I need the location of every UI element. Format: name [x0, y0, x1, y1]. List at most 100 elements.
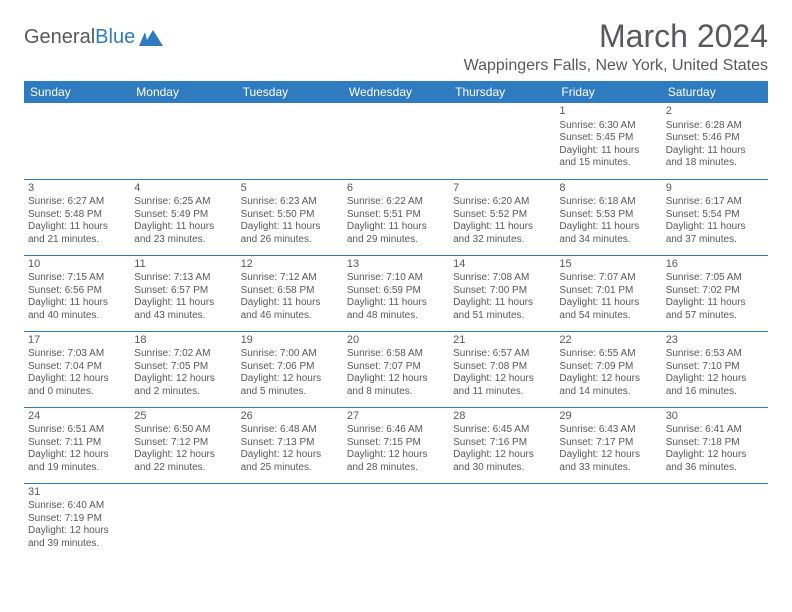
- day-detail: Sunrise: 6:55 AM: [559, 348, 657, 361]
- day-detail: Daylight: 12 hours: [241, 449, 339, 462]
- day-detail: Daylight: 12 hours: [453, 373, 551, 386]
- day-number: 20: [347, 334, 445, 348]
- day-detail: Daylight: 11 hours: [453, 221, 551, 234]
- calendar-header-cell: Monday: [130, 81, 236, 103]
- day-detail: Sunset: 7:10 PM: [666, 361, 764, 374]
- day-detail: and 21 minutes.: [28, 234, 126, 247]
- calendar-day-cell: 6Sunrise: 6:22 AMSunset: 5:51 PMDaylight…: [343, 179, 449, 255]
- title-block: March 2024 Wappingers Falls, New York, U…: [464, 18, 768, 75]
- day-detail: Sunset: 7:12 PM: [134, 437, 232, 450]
- day-detail: Sunrise: 7:05 AM: [666, 272, 764, 285]
- day-detail: and 57 minutes.: [666, 310, 764, 323]
- day-detail: and 29 minutes.: [347, 234, 445, 247]
- day-detail: and 15 minutes.: [559, 157, 657, 170]
- calendar-day-cell: 26Sunrise: 6:48 AMSunset: 7:13 PMDayligh…: [237, 407, 343, 483]
- day-detail: and 32 minutes.: [453, 234, 551, 247]
- day-number: 18: [134, 334, 232, 348]
- calendar-day-cell: 16Sunrise: 7:05 AMSunset: 7:02 PMDayligh…: [662, 255, 768, 331]
- day-detail: Sunrise: 6:45 AM: [453, 424, 551, 437]
- day-detail: Sunrise: 6:58 AM: [347, 348, 445, 361]
- day-detail: and 36 minutes.: [666, 462, 764, 475]
- day-detail: and 2 minutes.: [134, 386, 232, 399]
- day-detail: and 19 minutes.: [28, 462, 126, 475]
- day-detail: and 11 minutes.: [453, 386, 551, 399]
- day-detail: Sunrise: 6:51 AM: [28, 424, 126, 437]
- calendar-week-row: 17Sunrise: 7:03 AMSunset: 7:04 PMDayligh…: [24, 331, 768, 407]
- day-number: 5: [241, 182, 339, 196]
- calendar-header-cell: Thursday: [449, 81, 555, 103]
- calendar-day-cell: 20Sunrise: 6:58 AMSunset: 7:07 PMDayligh…: [343, 331, 449, 407]
- day-number: 23: [666, 334, 764, 348]
- day-number: 28: [453, 410, 551, 424]
- calendar-day-cell: 9Sunrise: 6:17 AMSunset: 5:54 PMDaylight…: [662, 179, 768, 255]
- day-detail: Sunrise: 6:53 AM: [666, 348, 764, 361]
- day-detail: Sunrise: 7:15 AM: [28, 272, 126, 285]
- calendar-day-cell: 1Sunrise: 6:30 AMSunset: 5:45 PMDaylight…: [555, 103, 661, 179]
- day-detail: and 39 minutes.: [28, 538, 126, 551]
- calendar-header-cell: Sunday: [24, 81, 130, 103]
- day-detail: Sunrise: 6:41 AM: [666, 424, 764, 437]
- calendar-day-cell: [237, 103, 343, 179]
- day-detail: and 43 minutes.: [134, 310, 232, 323]
- day-detail: and 14 minutes.: [559, 386, 657, 399]
- day-detail: Sunrise: 6:27 AM: [28, 196, 126, 209]
- day-detail: Sunset: 5:50 PM: [241, 209, 339, 222]
- day-detail: Sunset: 7:17 PM: [559, 437, 657, 450]
- day-detail: Sunset: 5:52 PM: [453, 209, 551, 222]
- day-detail: Sunrise: 6:23 AM: [241, 196, 339, 209]
- day-detail: Sunrise: 6:30 AM: [559, 120, 657, 133]
- day-detail: and 26 minutes.: [241, 234, 339, 247]
- day-detail: Daylight: 12 hours: [28, 373, 126, 386]
- day-detail: Daylight: 12 hours: [134, 373, 232, 386]
- calendar-header-row: SundayMondayTuesdayWednesdayThursdayFrid…: [24, 81, 768, 103]
- day-detail: and 22 minutes.: [134, 462, 232, 475]
- calendar-day-cell: [343, 103, 449, 179]
- day-detail: Sunrise: 6:22 AM: [347, 196, 445, 209]
- day-detail: Sunset: 5:51 PM: [347, 209, 445, 222]
- day-number: 29: [559, 410, 657, 424]
- day-number: 11: [134, 258, 232, 272]
- calendar-header-cell: Saturday: [662, 81, 768, 103]
- day-number: 27: [347, 410, 445, 424]
- calendar-day-cell: 15Sunrise: 7:07 AMSunset: 7:01 PMDayligh…: [555, 255, 661, 331]
- calendar-day-cell: 14Sunrise: 7:08 AMSunset: 7:00 PMDayligh…: [449, 255, 555, 331]
- calendar-day-cell: 12Sunrise: 7:12 AMSunset: 6:58 PMDayligh…: [237, 255, 343, 331]
- day-detail: Daylight: 11 hours: [559, 297, 657, 310]
- day-detail: Daylight: 11 hours: [559, 221, 657, 234]
- logo-text-2: Blue: [95, 26, 135, 48]
- day-detail: Daylight: 12 hours: [28, 525, 126, 538]
- day-detail: Daylight: 12 hours: [666, 373, 764, 386]
- calendar-day-cell: 23Sunrise: 6:53 AMSunset: 7:10 PMDayligh…: [662, 331, 768, 407]
- day-detail: Daylight: 11 hours: [559, 145, 657, 158]
- day-detail: Daylight: 12 hours: [28, 449, 126, 462]
- logo-text: GeneralBlue: [24, 26, 135, 49]
- day-number: 16: [666, 258, 764, 272]
- day-detail: Daylight: 12 hours: [666, 449, 764, 462]
- calendar-day-cell: 8Sunrise: 6:18 AMSunset: 5:53 PMDaylight…: [555, 179, 661, 255]
- day-detail: and 25 minutes.: [241, 462, 339, 475]
- calendar-day-cell: [24, 103, 130, 179]
- day-detail: Sunrise: 7:12 AM: [241, 272, 339, 285]
- day-number: 15: [559, 258, 657, 272]
- calendar-week-row: 24Sunrise: 6:51 AMSunset: 7:11 PMDayligh…: [24, 407, 768, 483]
- calendar-day-cell: 11Sunrise: 7:13 AMSunset: 6:57 PMDayligh…: [130, 255, 236, 331]
- day-number: 3: [28, 182, 126, 196]
- day-detail: Sunrise: 7:08 AM: [453, 272, 551, 285]
- day-detail: Daylight: 12 hours: [347, 373, 445, 386]
- calendar-day-cell: 29Sunrise: 6:43 AMSunset: 7:17 PMDayligh…: [555, 407, 661, 483]
- day-detail: and 34 minutes.: [559, 234, 657, 247]
- day-detail: Daylight: 12 hours: [241, 373, 339, 386]
- day-detail: Daylight: 12 hours: [347, 449, 445, 462]
- day-detail: and 54 minutes.: [559, 310, 657, 323]
- calendar-header-cell: Friday: [555, 81, 661, 103]
- calendar-day-cell: 17Sunrise: 7:03 AMSunset: 7:04 PMDayligh…: [24, 331, 130, 407]
- day-number: 8: [559, 182, 657, 196]
- day-detail: Daylight: 11 hours: [134, 221, 232, 234]
- calendar-day-cell: [343, 483, 449, 559]
- day-number: 30: [666, 410, 764, 424]
- day-detail: Sunrise: 6:57 AM: [453, 348, 551, 361]
- day-detail: and 30 minutes.: [453, 462, 551, 475]
- day-detail: Sunset: 7:19 PM: [28, 513, 126, 526]
- calendar-day-cell: 10Sunrise: 7:15 AMSunset: 6:56 PMDayligh…: [24, 255, 130, 331]
- day-detail: and 37 minutes.: [666, 234, 764, 247]
